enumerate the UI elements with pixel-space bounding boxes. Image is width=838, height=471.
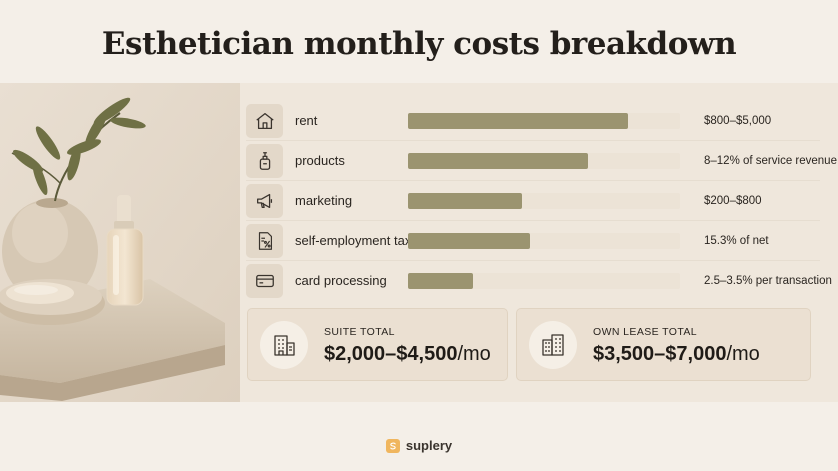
total-amount: $2,000–$4,500 xyxy=(324,343,458,365)
pump-bottle-icon xyxy=(246,144,283,178)
page-title: Esthetician monthly costs breakdown xyxy=(101,26,737,62)
cost-label: rent xyxy=(295,113,318,128)
megaphone-icon xyxy=(246,184,283,218)
cost-bar-track xyxy=(408,153,680,169)
vase-serum-illustration xyxy=(0,83,240,402)
credit-card-icon xyxy=(246,264,283,298)
cost-value: 8–12% of service revenue xyxy=(704,155,837,167)
total-unit: /mo xyxy=(726,343,760,365)
brand-name: suplery xyxy=(405,438,453,453)
cost-bar-fill xyxy=(408,273,474,289)
cost-row-products: products 8–12% of service revenue xyxy=(246,141,837,181)
cost-row-rent: rent $800–$5,000 xyxy=(246,101,820,141)
cost-row-card-processing: card processing 2.5–3.5% per transaction xyxy=(246,261,832,301)
cost-bar-track xyxy=(408,113,680,129)
cost-bar-fill xyxy=(408,233,531,249)
cost-bar-track xyxy=(408,233,680,249)
cost-row-self-employment-tax: self-employment tax 15.3% of net xyxy=(246,221,820,261)
total-unit: /mo xyxy=(457,343,491,365)
cost-value: 2.5–3.5% per transaction xyxy=(704,275,832,287)
cost-bar-fill xyxy=(408,113,629,129)
total-amount: $3,500–$7,000 xyxy=(593,343,727,365)
suite-building-icon xyxy=(260,321,308,369)
total-value: $3,500–$7,000/mo xyxy=(593,343,760,366)
total-value: $2,000–$4,500/mo xyxy=(324,343,491,366)
tax-document-icon xyxy=(246,224,283,258)
cost-label: self-employment tax xyxy=(295,233,412,248)
office-building-icon xyxy=(529,321,577,369)
total-label: SUITE TOTAL xyxy=(324,326,395,338)
footer-brand: suplery xyxy=(0,438,838,453)
cost-bar-fill xyxy=(408,153,588,169)
cost-label: card processing xyxy=(295,273,387,288)
cost-label: marketing xyxy=(295,193,353,208)
suite-total-card: SUITE TOTAL $2,000–$4,500/mo xyxy=(247,308,508,381)
suplery-logo-icon xyxy=(385,438,400,453)
own-lease-total-card: OWN LEASE TOTAL $3,500–$7,000/mo xyxy=(516,308,811,381)
cost-value: $200–$800 xyxy=(704,195,762,207)
cost-bar-track xyxy=(408,193,680,209)
cost-bar-track xyxy=(408,273,680,289)
cost-label: products xyxy=(295,153,345,168)
cost-value: $800–$5,000 xyxy=(704,115,772,127)
total-label: OWN LEASE TOTAL xyxy=(593,326,698,338)
cost-row-marketing: marketing $200–$800 xyxy=(246,181,820,221)
cost-value: 15.3% of net xyxy=(704,235,769,247)
cost-bar-fill xyxy=(408,193,523,209)
house-icon xyxy=(246,104,283,138)
cost-breakdown-list: rent $800–$5,000 products 8–12% of servi… xyxy=(246,101,837,301)
decorative-still-life xyxy=(0,83,240,402)
